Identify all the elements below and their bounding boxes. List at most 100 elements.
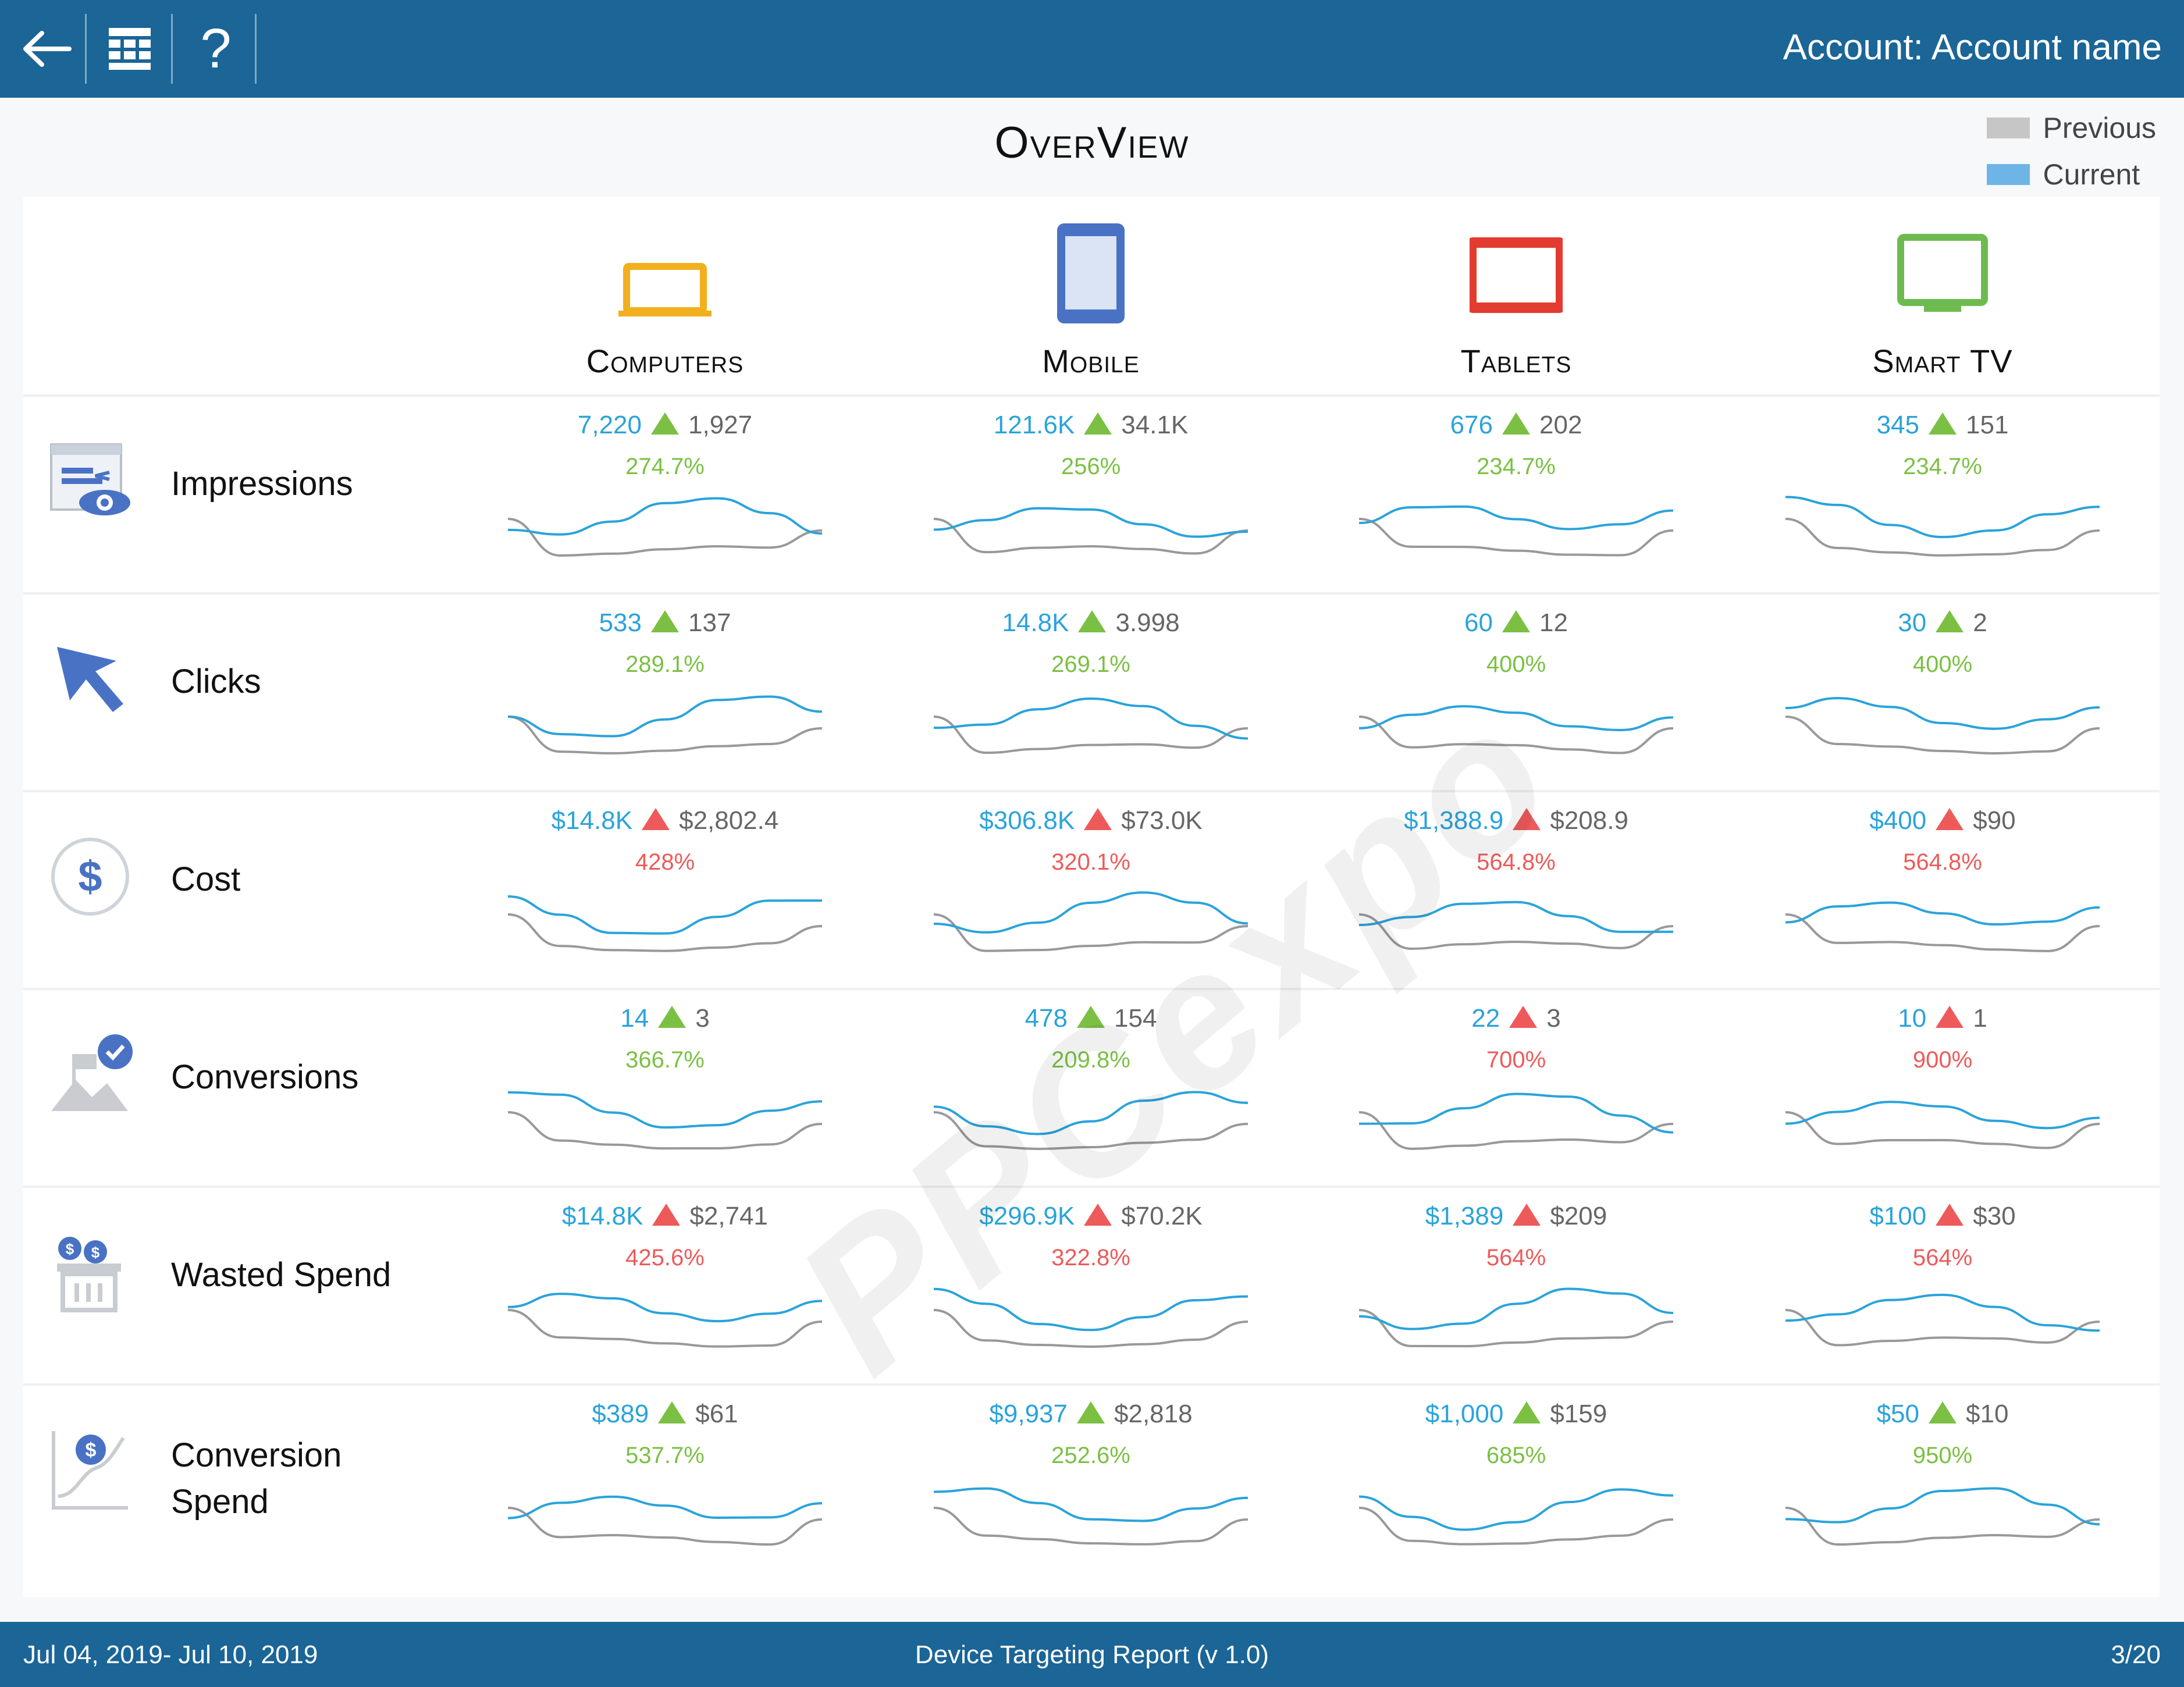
previous-value: 1 — [1973, 1004, 1987, 1033]
sparkline — [507, 1495, 823, 1546]
metric-cell: 345 151 234.7% — [1768, 397, 2117, 595]
metric-values: 676 202 — [1342, 411, 1691, 440]
sparkline — [507, 1293, 823, 1348]
trend-up-triangle-icon — [642, 808, 670, 830]
trend-up-triangle-icon — [652, 1204, 681, 1226]
percent-change: 564.8% — [1477, 849, 1556, 875]
metric-label: Conversion Spend — [171, 1436, 342, 1521]
metric-values: $100 $30 — [1768, 1202, 2117, 1231]
metric-cell: 14 3 366.7% — [490, 990, 840, 1188]
account-name: Account: Account name — [1783, 27, 2162, 67]
previous-value: 34.1K — [1121, 411, 1189, 439]
metric-cell: $14.8K $2,802.4 428% — [490, 792, 840, 990]
sparkline — [1358, 705, 1674, 754]
previous-value: $2,818 — [1114, 1400, 1193, 1428]
previous-value: 3 — [1546, 1004, 1561, 1033]
legend-item-current: Current — [1987, 151, 2156, 198]
sparkline-current — [933, 1487, 1248, 1522]
sparkline-current — [1358, 1488, 1674, 1531]
sparkline — [933, 1487, 1248, 1546]
current-value: $306.8K — [979, 806, 1075, 835]
back-button[interactable] — [5, 0, 87, 98]
wasted-spend-basket-icon: $ $ — [57, 1237, 121, 1312]
trend-up-triangle-icon — [1929, 1401, 1957, 1423]
overview-table: Computers Mobile Tablets Smart TV Impres… — [23, 197, 2160, 1597]
metric-row: Clicks 533 137 289.1% 14.8K 3.998 269.1% 60 12 40… — [23, 592, 2160, 792]
sparkline — [933, 891, 1248, 952]
previous-value: 151 — [1966, 411, 2009, 439]
mobile-icon — [1057, 223, 1125, 323]
metric-cell: $1,389 $209 564% — [1342, 1188, 1691, 1386]
sparkline — [1358, 505, 1674, 557]
metric-cell: 121.6K 34.1K 256% — [916, 397, 1265, 595]
previous-value: 1,927 — [688, 411, 753, 439]
current-value: 10 — [1898, 1004, 1927, 1033]
metric-cell: 7,220 1,927 274.7% — [490, 397, 840, 595]
sparkline — [507, 895, 823, 952]
percent-change: 209.8% — [1051, 1047, 1130, 1073]
device-label: Computers — [586, 343, 744, 379]
percent-change: 700% — [1486, 1047, 1546, 1073]
metric-cell: 60 12 400% — [1342, 595, 1691, 792]
sparkline-previous — [1358, 913, 1674, 950]
current-value: $400 — [1869, 806, 1927, 835]
metric-values: $400 $90 — [1768, 806, 2117, 835]
previous-value: $30 — [1973, 1202, 2016, 1230]
trend-up-triangle-icon — [1509, 1006, 1538, 1028]
sparkline-previous — [1785, 1111, 2100, 1149]
trend-up-triangle-icon — [1513, 1204, 1541, 1226]
sparkline — [933, 1287, 1248, 1348]
separator — [171, 14, 173, 84]
current-value: 7,220 — [577, 411, 642, 439]
previous-value: $159 — [1550, 1400, 1607, 1428]
sparkline-current — [1358, 1287, 1674, 1330]
previous-value: $209 — [1550, 1202, 1607, 1230]
previous-value: $73.0K — [1121, 806, 1203, 835]
sparkline — [507, 1091, 823, 1150]
metric-cell: 676 202 234.7% — [1342, 397, 1691, 595]
metric-cell: $1,000 $159 685% — [1342, 1386, 1691, 1583]
sparkline — [933, 507, 1248, 555]
metric-cell: $50 $10 950% — [1768, 1386, 2117, 1583]
percent-change: 366.7% — [625, 1047, 705, 1073]
sparkline — [1358, 1092, 1674, 1150]
percent-change: 400% — [1912, 652, 1973, 677]
sparkline-current — [1785, 1487, 2100, 1526]
sparkline-previous — [1785, 1309, 2100, 1347]
metric-row: $ Cost $14.8K $2,802.4 428% $306.8K $73.0K 320.… — [23, 790, 2160, 990]
sparkline-current — [1785, 1101, 2100, 1130]
sparkline-previous — [1785, 518, 2100, 557]
percent-change: 950% — [1912, 1443, 1973, 1468]
previous-value: 12 — [1539, 608, 1568, 637]
metric-cell: $400 $90 564.8% — [1768, 792, 2117, 990]
metric-values: $14.8K $2,802.4 — [490, 806, 840, 835]
trend-up-triangle-icon — [1513, 808, 1541, 830]
previous-value: 2 — [1973, 608, 1987, 637]
percent-change: 252.6% — [1051, 1443, 1130, 1468]
previous-value: $61 — [695, 1400, 738, 1428]
help-icon: ? — [200, 17, 232, 80]
legend: Previous Current — [1987, 105, 2156, 198]
metric-values: $1,389 $209 — [1342, 1202, 1691, 1231]
sparkline-current — [1358, 901, 1674, 933]
percent-change: 234.7% — [1903, 454, 1982, 479]
sparkline-previous — [933, 716, 1248, 754]
current-value: $389 — [592, 1400, 649, 1428]
metric-values: 10 1 — [1768, 1004, 2117, 1033]
sparkline-current — [933, 507, 1248, 538]
menu-grid-button[interactable] — [88, 0, 171, 98]
trend-up-triangle-icon — [1084, 1204, 1112, 1226]
sparkline-previous — [507, 1309, 823, 1348]
metric-row: Conversions 14 3 366.7% 478 154 209.8% 22 3 700% 1… — [23, 988, 2160, 1188]
previous-value: 137 — [688, 608, 731, 637]
metric-cell: 478 154 209.8% — [916, 990, 1265, 1188]
current-value: 60 — [1464, 608, 1493, 637]
help-button[interactable]: ? — [175, 0, 257, 98]
metric-cell: 14.8K 3.998 269.1% — [916, 595, 1265, 792]
sparkline-previous — [933, 1309, 1248, 1348]
metric-values: 345 151 — [1768, 411, 2117, 440]
percent-change: 564% — [1486, 1245, 1546, 1270]
current-value: 14 — [620, 1004, 649, 1033]
metric-row: Impressions 7,220 1,927 274.7% 121.6K 34.1K 25… — [23, 394, 2160, 595]
metric-cell: $296.9K $70.2K 322.8% — [916, 1188, 1265, 1386]
